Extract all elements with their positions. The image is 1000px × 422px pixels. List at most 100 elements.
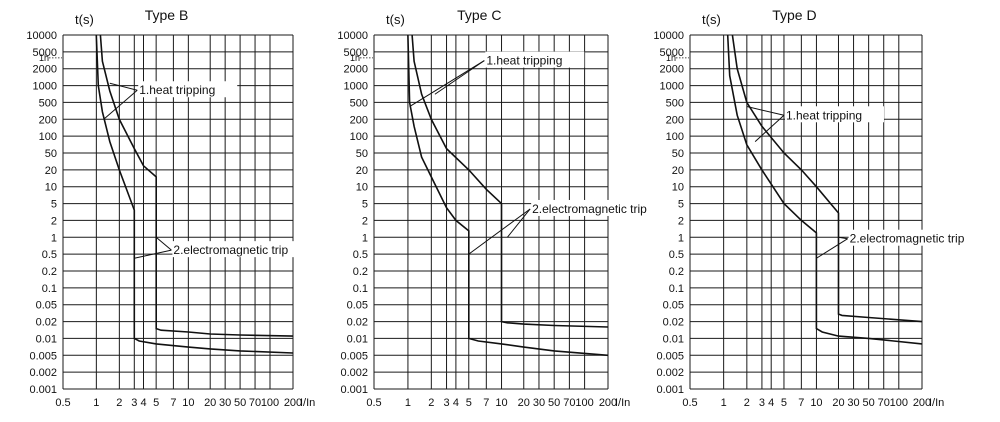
- y-tick-label: 50: [356, 148, 368, 160]
- x-tick-label: 200: [599, 397, 617, 409]
- y-tick-label: 0.2: [353, 266, 368, 278]
- grid: [689, 34, 923, 390]
- x-tick-label: 4: [140, 397, 146, 409]
- y-tick-label: 200: [39, 114, 57, 126]
- annotation-heat-tripping: 1.heat tripping: [786, 108, 862, 122]
- x-tick-label: 70: [878, 397, 890, 409]
- x-tick-label: 20: [832, 397, 844, 409]
- y-axis-label: t(s): [702, 12, 721, 27]
- y-tick-label: 0.1: [42, 283, 57, 295]
- y-tick-label: 5000: [344, 47, 368, 59]
- annotation-leader: [409, 60, 485, 107]
- y-tick-label: 0.02: [36, 317, 57, 329]
- y-tick-label: 100: [350, 131, 368, 143]
- x-tick-label: 10: [810, 397, 822, 409]
- x-tick-label: 5: [466, 397, 472, 409]
- y-tick-label: 10: [672, 182, 684, 194]
- y-tick-label: 5: [51, 199, 57, 211]
- x-tick-label: 5: [781, 397, 787, 409]
- annotation-leader: [754, 114, 785, 142]
- y-tick-label: 0.001: [29, 384, 57, 396]
- y-tick-label: 1000: [33, 81, 57, 93]
- y-tick-label: 0.5: [353, 249, 368, 261]
- y-tick-label: 0.5: [42, 249, 57, 261]
- y-tick-label: 20: [672, 165, 684, 177]
- y-tick-label: 10000: [337, 30, 368, 42]
- annotation-heat-tripping: 1.heat tripping: [139, 83, 215, 97]
- annotation-electromagnetic-trip: 2.electromagnetic trip: [173, 243, 288, 257]
- x-tick-label: 100: [261, 397, 279, 409]
- y-tick-label: 0.01: [347, 333, 368, 345]
- annotation-leader: [155, 236, 172, 251]
- x-tick-label: 200: [284, 397, 302, 409]
- x-tick-label: 1: [721, 397, 727, 409]
- y-tick-label: 0.005: [29, 350, 57, 362]
- annotation-leader: [434, 60, 485, 95]
- y-tick-label: 1: [362, 232, 368, 244]
- y-tick-label: 10000: [653, 30, 684, 42]
- y-tick-label: 20: [45, 165, 57, 177]
- annotation-electromagnetic-trip: 2.electromagnetic trip: [532, 202, 647, 216]
- y-tick-label: 0.005: [340, 350, 368, 362]
- chart-type-c: Type C t(s) I/In 0.001 0.002 0.005 0.01 0.02 0.0…: [337, 7, 677, 409]
- annotation-leader: [468, 208, 531, 255]
- x-tick-label: 7: [483, 397, 489, 409]
- y-tick-label: 20: [356, 165, 368, 177]
- y-tick-label: 0.5: [669, 249, 684, 261]
- annotation-leader: [816, 238, 848, 259]
- chart-title: Type C: [457, 7, 501, 23]
- x-tick-label: 100: [890, 397, 908, 409]
- y-tick-label: 0.05: [347, 300, 368, 312]
- y-tick-label: 0.1: [353, 283, 368, 295]
- y-tick-label: 0.05: [36, 300, 57, 312]
- y-tick-label: 0.05: [663, 300, 684, 312]
- annotation-background: [172, 241, 318, 258]
- y-tick-label: 100: [39, 131, 57, 143]
- x-axis-label: I/In: [929, 397, 944, 409]
- annotation-background: [531, 199, 677, 216]
- chart-type-b: Type B t(s) I/In 0.001 0.002 0.005 0.01 0.02 0.0…: [26, 7, 318, 409]
- y-tick-label: 1000: [344, 81, 368, 93]
- trip-curve-lower: [407, 34, 609, 357]
- y-axis-label: t(s): [75, 12, 94, 27]
- x-tick-label: 2: [744, 397, 750, 409]
- y-tick-label: 5000: [33, 47, 57, 59]
- chart-title: Type B: [145, 7, 189, 23]
- x-tick-label: 30: [847, 397, 859, 409]
- y-tick-label: 1: [51, 232, 57, 244]
- chart-type-d: Type D t(s) I/In 0.001 0.002 0.005 0.01 0.02 0.0…: [653, 7, 994, 409]
- annotation-leader: [109, 82, 138, 91]
- x-tick-label: 1: [93, 397, 99, 409]
- y-tick-label: 0.001: [656, 384, 684, 396]
- y-tick-label: 1000: [660, 81, 684, 93]
- y-tick-label: 500: [39, 97, 57, 109]
- y-tick-label: 10000: [26, 30, 57, 42]
- y-tick-label: 2000: [660, 64, 684, 76]
- x-axis-label: I/In: [615, 397, 630, 409]
- y-tick-label: 5: [362, 199, 368, 211]
- y-tick-label: 2: [678, 215, 684, 227]
- x-tick-label: 50: [234, 397, 246, 409]
- y-tick-label: 0.01: [36, 333, 57, 345]
- x-tick-label: 10: [182, 397, 194, 409]
- y-tick-label: 0.2: [42, 266, 57, 278]
- x-tick-label: 10: [495, 397, 507, 409]
- y-tick-label: 0.002: [29, 367, 57, 379]
- y-tick-label: 0.01: [663, 333, 684, 345]
- one-hour-marker: 1h: [350, 53, 360, 63]
- annotation-electromagnetic-trip: 2.electromagnetic trip: [850, 232, 965, 246]
- x-tick-label: 30: [533, 397, 545, 409]
- y-tick-label: 5: [678, 199, 684, 211]
- x-tick-label: 100: [575, 397, 593, 409]
- y-tick-label: 200: [350, 114, 368, 126]
- x-tick-label: 0.5: [366, 397, 381, 409]
- y-tick-label: 100: [666, 131, 684, 143]
- one-hour-marker: 1h: [666, 53, 676, 63]
- trip-curve-upper: [731, 34, 923, 323]
- annotation-leader: [134, 249, 172, 259]
- x-tick-label: 7: [170, 397, 176, 409]
- annotation-background: [848, 229, 994, 246]
- y-tick-label: 0.002: [656, 367, 684, 379]
- y-tick-label: 0.02: [663, 317, 684, 329]
